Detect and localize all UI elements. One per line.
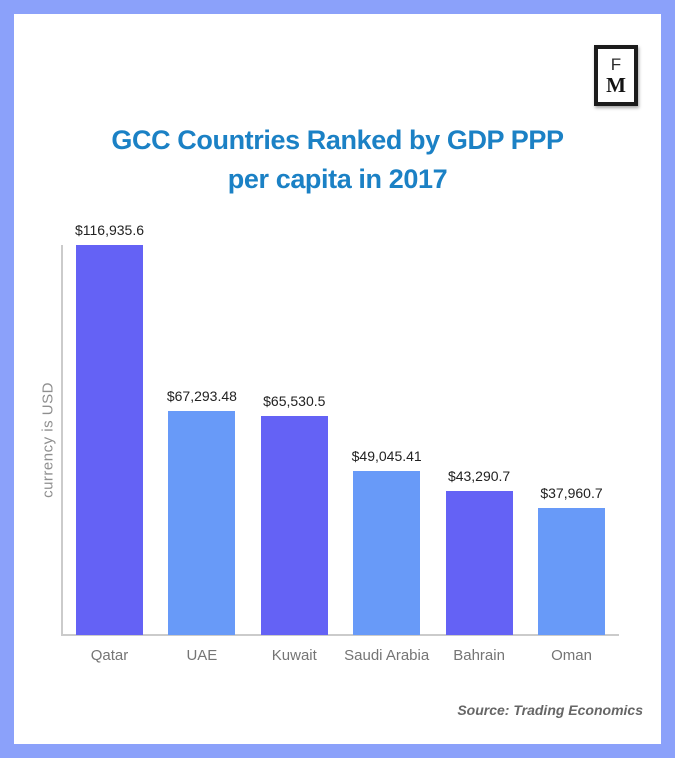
category-label-bahrain: Bahrain — [453, 647, 505, 664]
category-label-oman: Oman — [551, 647, 592, 664]
x-axis-line — [61, 634, 619, 636]
bar-value-uae: $67,293.48 — [166, 387, 237, 404]
bars-container: $116,935.6 Qatar $67,293.48 UAE $65,530.5 Kuw… — [63, 222, 617, 664]
chart-title-line2: per capita in 2017 — [227, 164, 448, 194]
logo-letter-f: F — [610, 54, 622, 74]
y-axis-line — [61, 245, 63, 635]
bar-bahrain — [445, 490, 513, 635]
bar-value-saudi-arabia: $49,045.41 — [351, 448, 422, 465]
bar-column-uae: $67,293.48 UAE — [167, 245, 237, 664]
chart-title: GCC Countries Ranked by GDP PPP per capi… — [0, 121, 675, 199]
bar-qatar — [76, 245, 143, 635]
category-label-uae: UAE — [186, 647, 218, 664]
fm-logo: F M — [594, 45, 638, 106]
bar-column-qatar: $116,935.6 Qatar — [75, 222, 144, 664]
bar-kuwait — [260, 416, 328, 635]
category-label-kuwait: Kuwait — [271, 647, 317, 664]
bar-column-saudi-arabia: $49,045.41 Saudi Arabia — [344, 245, 429, 664]
bar-column-kuwait: $65,530.5 Kuwait — [260, 245, 328, 664]
y-axis-label: currency is USD — [39, 382, 57, 498]
bar-saudi-arabia — [353, 471, 421, 635]
logo-letter-m: M — [606, 72, 626, 97]
bar-oman — [538, 508, 605, 635]
bar-column-bahrain: $43,290.7 Bahrain — [445, 245, 513, 664]
bar-value-oman: $37,960.7 — [540, 485, 603, 502]
bar-column-oman: $37,960.7 Oman — [538, 245, 605, 664]
bar-value-bahrain: $43,290.7 — [447, 467, 511, 484]
bar-value-qatar: $116,935.6 — [74, 222, 145, 238]
chart-title-line1: GCC Countries Ranked by GDP PPP — [111, 125, 564, 155]
source-credit: Source: Trading Economics — [457, 702, 643, 718]
bar-uae — [168, 410, 236, 635]
category-label-saudi-arabia: Saudi Arabia — [344, 647, 430, 664]
bar-value-kuwait: $65,530.5 — [263, 393, 326, 410]
category-label-qatar: Qatar — [90, 647, 129, 664]
